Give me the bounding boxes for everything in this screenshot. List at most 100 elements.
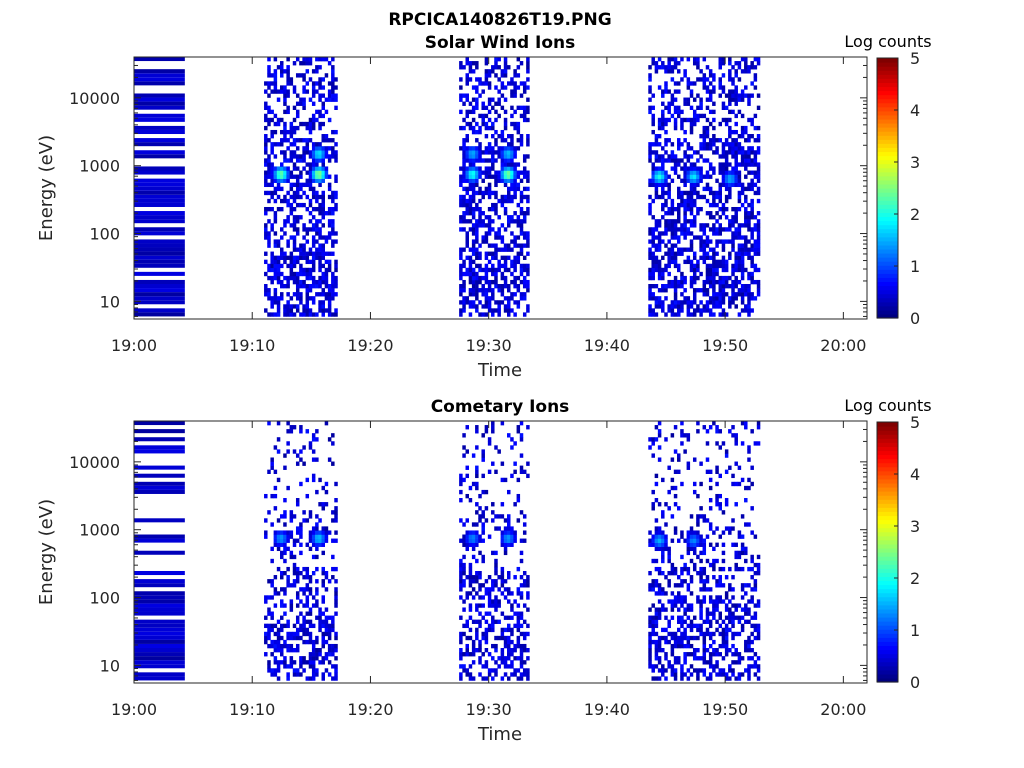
heatmap-cell	[712, 300, 716, 305]
heatmap-cell	[721, 73, 726, 78]
heatmap-cell	[500, 129, 505, 135]
heatmap-cell	[475, 304, 479, 309]
heatmap-cell	[471, 554, 476, 560]
heatmap-cell	[481, 530, 485, 535]
heatmap-cell	[280, 170, 284, 175]
heatmap-cell	[516, 429, 521, 434]
heatmap-cell	[667, 308, 671, 313]
heatmap-cell	[734, 263, 738, 269]
heatmap-cell	[299, 121, 303, 127]
heatmap-cell	[273, 267, 278, 273]
heatmap-cell	[305, 259, 310, 265]
heatmap-cell	[292, 570, 297, 576]
heatmap-cell	[459, 271, 463, 277]
heatmap-cell	[737, 656, 742, 661]
heatmap-cell	[315, 89, 319, 94]
heatmap-cell	[331, 89, 335, 94]
heatmap-cell	[702, 639, 707, 645]
heatmap-cell	[459, 639, 463, 645]
heatmap-cell	[750, 575, 754, 580]
heatmap-cell	[753, 65, 758, 70]
heatmap-cell	[519, 465, 524, 470]
heatmap-cell	[507, 194, 511, 200]
heatmap-cell	[667, 138, 671, 143]
heatmap-cell	[324, 538, 329, 543]
heatmap-cell	[734, 275, 738, 281]
heatmap-cell	[487, 591, 492, 596]
heatmap-cell	[334, 284, 338, 289]
heatmap-cell	[705, 134, 710, 139]
heatmap-cell	[677, 457, 681, 462]
heatmap-cell	[280, 296, 284, 301]
heatmap-cell	[318, 247, 322, 252]
heatmap-cell	[712, 202, 716, 208]
heatmap-cell	[471, 227, 476, 232]
heatmap-cell	[468, 158, 473, 163]
heatmap-cell	[292, 85, 297, 90]
heatmap-cell	[494, 570, 498, 576]
heatmap-cell	[321, 194, 325, 200]
heatmap-cell	[305, 493, 310, 499]
heatmap-cell	[305, 611, 310, 616]
heatmap-cell	[321, 251, 325, 256]
heatmap-cell	[702, 518, 707, 523]
heatmap-cell	[283, 312, 287, 317]
heatmap-cell	[654, 223, 659, 228]
x-tick-label: 19:50	[702, 700, 748, 719]
colorbar-segment	[877, 633, 898, 638]
heatmap-cell	[334, 267, 338, 273]
heatmap-cell	[753, 223, 758, 228]
heatmap-cell	[334, 190, 338, 196]
heatmap-cell	[677, 105, 681, 110]
colorbar-segment	[877, 491, 898, 496]
heatmap-cell	[475, 288, 479, 293]
heatmap-cell	[683, 607, 687, 612]
colorbar-segment	[877, 426, 898, 431]
heatmap-cell	[491, 668, 495, 673]
heatmap-cell	[696, 105, 700, 110]
heatmap-cell	[462, 259, 466, 265]
heatmap-cell	[756, 656, 761, 661]
heatmap-cell	[680, 603, 684, 608]
heatmap-cell	[734, 170, 738, 175]
heatmap-cell	[705, 558, 710, 564]
heatmap-cell	[708, 271, 713, 277]
heatmap-cell	[753, 267, 758, 273]
heatmap-cell	[661, 202, 665, 208]
heatmap-cell	[487, 182, 492, 188]
heatmap-cell	[680, 639, 684, 645]
heatmap-cell	[526, 473, 530, 479]
heatmap-cell	[519, 469, 524, 474]
heatmap-cell	[516, 65, 521, 70]
heatmap-cell	[705, 235, 710, 240]
heatmap-cell	[721, 292, 726, 297]
heatmap-cell	[299, 611, 303, 616]
heatmap-cell	[734, 89, 738, 94]
heatmap-cell	[737, 227, 742, 232]
heatmap-cell	[484, 300, 489, 305]
heatmap-cell	[484, 105, 489, 110]
heatmap-cell	[507, 489, 511, 495]
heatmap-cell	[283, 275, 287, 281]
heatmap-cell	[475, 61, 479, 66]
heatmap-cell	[699, 461, 703, 466]
heatmap-cell	[692, 652, 697, 657]
heatmap-cell	[475, 85, 479, 90]
heatmap-cell	[744, 308, 748, 313]
heatmap-cell	[696, 267, 700, 273]
heatmap-cell	[680, 631, 684, 637]
heatmap-cell	[286, 202, 290, 208]
heatmap-cell	[280, 570, 284, 576]
heatmap-cell	[728, 300, 732, 305]
heatmap-cell	[526, 231, 530, 236]
heatmap-cell	[273, 243, 278, 248]
colorbar-segment	[877, 151, 898, 157]
heatmap-cell	[686, 530, 691, 535]
heatmap-cell	[724, 150, 729, 155]
heatmap-cell	[744, 546, 748, 552]
heatmap-cell	[308, 57, 313, 62]
heatmap-cell	[500, 198, 505, 204]
colorbar-segment	[877, 576, 898, 582]
heatmap-cell	[487, 227, 492, 232]
figure-title: RPCICA140826T19.PNG	[388, 10, 611, 30]
